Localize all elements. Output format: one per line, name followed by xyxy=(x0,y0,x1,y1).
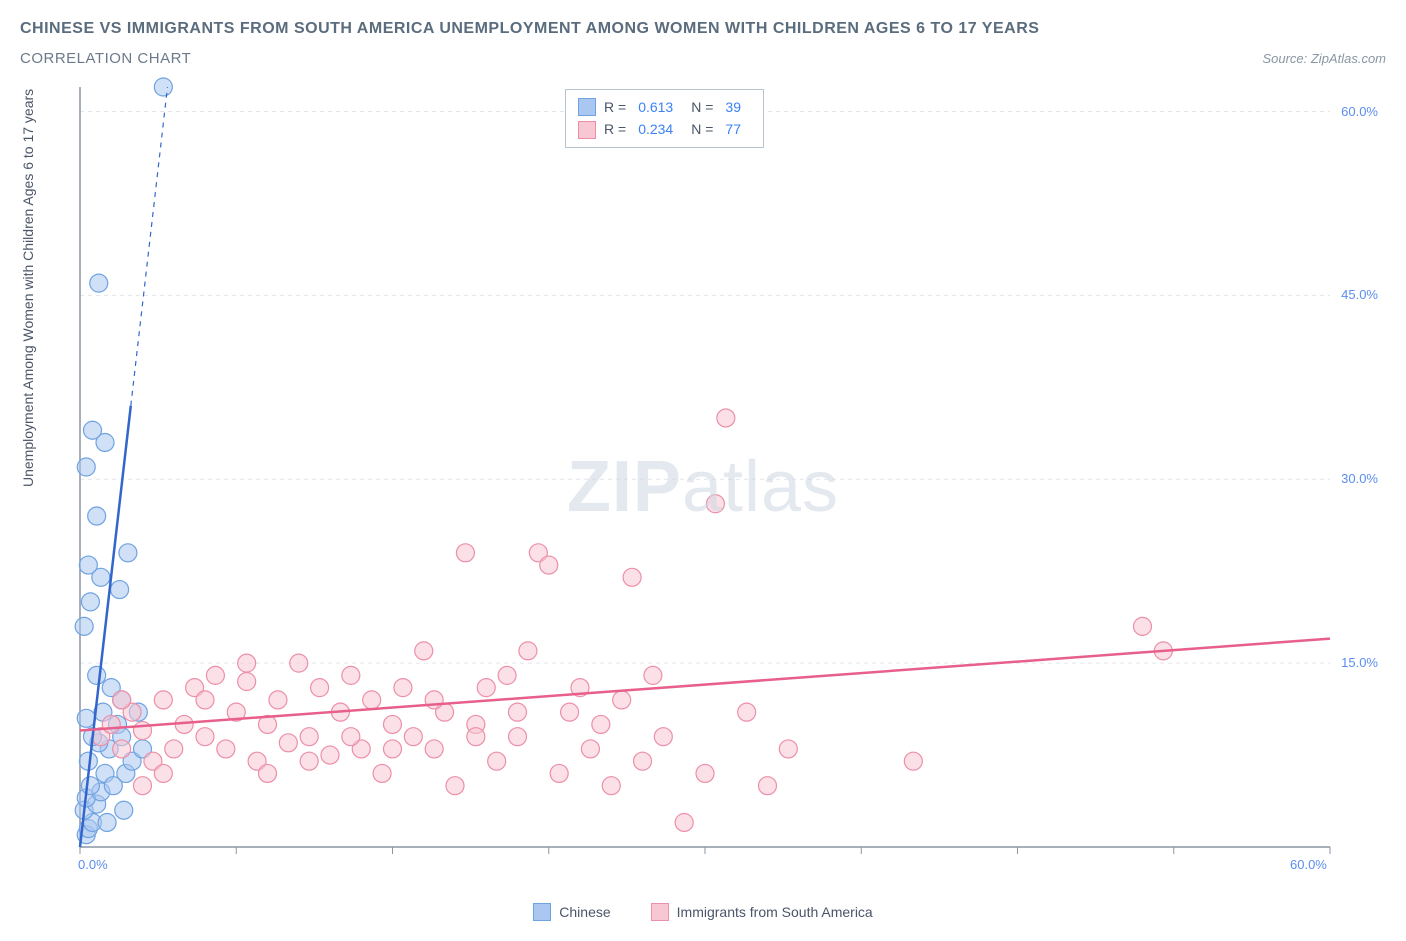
legend-row: R = 0.234 N = 77 xyxy=(578,118,751,140)
subtitle-row: CORRELATION CHART Source: ZipAtlas.com xyxy=(20,50,1386,67)
x-tick-label: 60.0% xyxy=(1290,857,1327,872)
legend-row: R = 0.613 N = 39 xyxy=(578,96,751,118)
legend-n-value: 77 xyxy=(725,118,741,140)
legend-r-label: R = xyxy=(604,96,626,118)
legend-n-label: N = xyxy=(691,118,713,140)
correlation-legend: R = 0.613 N = 39 R = 0.234 N = 77 xyxy=(565,89,764,148)
y-tick-label: 60.0% xyxy=(1341,104,1378,119)
chart-container: Unemployment Among Women with Children A… xyxy=(20,77,1386,897)
chart-title: CHINESE VS IMMIGRANTS FROM SOUTH AMERICA… xyxy=(20,20,1386,38)
chart-subtitle: CORRELATION CHART xyxy=(20,50,191,67)
series-legend-item: Immigrants from South America xyxy=(651,903,873,921)
legend-r-value: 0.234 xyxy=(638,118,673,140)
legend-n-label: N = xyxy=(691,96,713,118)
scatter-chart xyxy=(20,77,1386,897)
series-legend: Chinese Immigrants from South America xyxy=(20,903,1386,921)
legend-swatch xyxy=(578,98,596,116)
series-name: Chinese xyxy=(559,904,610,920)
y-axis-title: Unemployment Among Women with Children A… xyxy=(20,89,36,487)
y-tick-label: 45.0% xyxy=(1341,287,1378,302)
legend-n-value: 39 xyxy=(725,96,741,118)
x-tick-label: 0.0% xyxy=(78,857,108,872)
series-swatch xyxy=(651,903,669,921)
series-name: Immigrants from South America xyxy=(677,904,873,920)
source-attribution: Source: ZipAtlas.com xyxy=(1262,51,1386,66)
y-tick-label: 30.0% xyxy=(1341,471,1378,486)
legend-r-label: R = xyxy=(604,118,626,140)
series-swatch xyxy=(533,903,551,921)
legend-swatch xyxy=(578,121,596,139)
series-legend-item: Chinese xyxy=(533,903,610,921)
y-tick-label: 15.0% xyxy=(1341,655,1378,670)
legend-r-value: 0.613 xyxy=(638,96,673,118)
